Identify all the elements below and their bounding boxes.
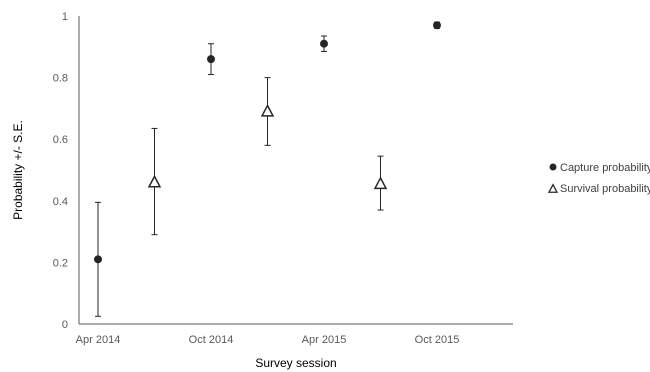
legend-capture-marker: [549, 163, 557, 171]
legend-survival-label: Survival probability: [560, 183, 650, 195]
y-tick-label: 0.4: [53, 196, 68, 208]
x-tick-label: Oct 2014: [189, 334, 234, 346]
chart-marks: [94, 21, 441, 317]
survival-point: [147, 174, 162, 188]
survival-point: [260, 103, 275, 117]
y-tick-label: 0.6: [53, 134, 68, 146]
x-axis-title: Survey session: [255, 356, 336, 370]
legend-survival-marker: [547, 183, 559, 193]
x-tick-label: Apr 2015: [302, 334, 347, 346]
chart-axes: [78, 16, 513, 325]
y-tick-label: 1: [62, 11, 68, 23]
y-axis-title: Probability +/- S.E.: [11, 120, 25, 220]
chart-labels: 0 0.2 0.4 0.6 0.8 1 Apr 2014 Oct 2014 Apr 2015 Oc…: [11, 11, 459, 370]
chart-legend: Capture probability Survival probability: [547, 162, 650, 195]
y-tick-label: 0.8: [53, 73, 68, 85]
capture-point: [207, 55, 215, 64]
capture-point: [94, 255, 102, 264]
x-tick-label: Apr 2014: [76, 334, 121, 346]
x-tick-label: Oct 2015: [415, 334, 460, 346]
legend-capture-label: Capture probability: [560, 162, 650, 174]
y-tick-label: 0.2: [53, 257, 68, 269]
capture-point: [320, 39, 328, 48]
survival-point: [373, 176, 388, 190]
capture-point: [433, 21, 441, 30]
y-tick-label: 0: [62, 319, 68, 331]
